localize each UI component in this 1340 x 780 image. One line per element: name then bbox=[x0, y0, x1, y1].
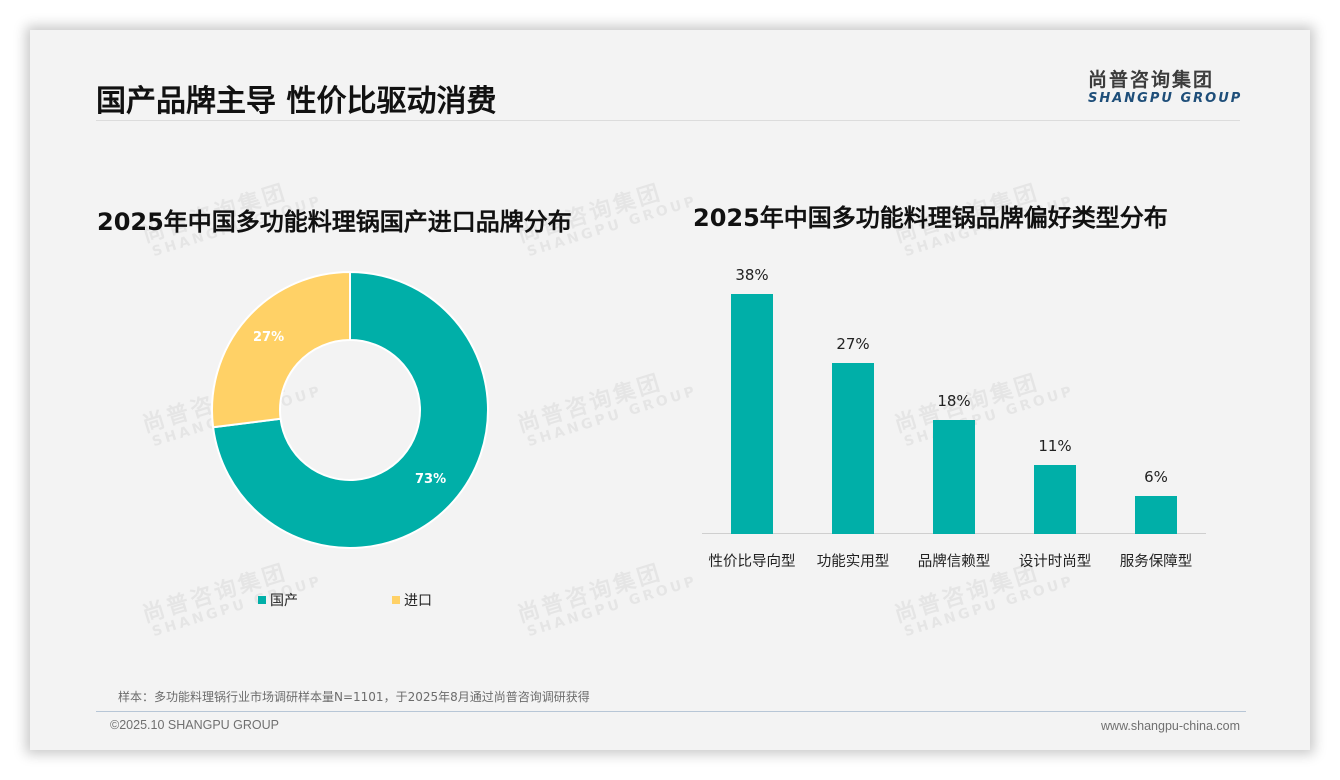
bar bbox=[933, 420, 975, 534]
logo-text-cn: 尚普咨询集团 bbox=[1088, 69, 1215, 91]
legend-label-import: 进口 bbox=[404, 593, 432, 609]
donut-slice bbox=[211, 270, 351, 429]
donut-slice bbox=[211, 270, 489, 549]
donut-chart: 73% 27% bbox=[210, 270, 490, 550]
bar-value-label: 27% bbox=[836, 335, 870, 354]
donut-chart-graphic bbox=[211, 270, 489, 549]
legend-item-import: 进口 bbox=[392, 590, 432, 610]
logo-text-en: SHANGPU GROUP bbox=[1088, 91, 1243, 106]
footer-divider bbox=[96, 711, 1246, 712]
bar-category-label: 设计时尚型 bbox=[1018, 554, 1092, 570]
footer-copyright: ©2025.10 SHANGPU GROUP bbox=[110, 718, 279, 732]
page-title: 国产品牌主导 性价比驱动消费 bbox=[96, 84, 497, 119]
bar-value-label: 18% bbox=[937, 392, 971, 411]
bar bbox=[731, 294, 773, 534]
bar-value-label: 11% bbox=[1038, 436, 1072, 455]
bar-category-label: 服务保障型 bbox=[1119, 554, 1193, 570]
sample-note: 样本：多功能料理锅行业市场调研样本量N=1101，于2025年8月通过尚普咨询调… bbox=[118, 690, 590, 704]
footer-website: www.shangpu-china.com bbox=[1101, 719, 1240, 733]
bar-category-label: 性价比导向型 bbox=[708, 554, 796, 570]
company-logo: 尚普咨询集团 SHANGPU GROUP bbox=[1088, 65, 1242, 106]
slide: 尚普咨询集团 SHANGPU GROUP 尚普咨询集团 SHANGPU GROUP … bbox=[30, 30, 1310, 750]
donut-label-import: 27% bbox=[252, 329, 285, 345]
bar-value-label: 38% bbox=[735, 266, 769, 284]
donut-label-domestic: 73% bbox=[415, 472, 447, 488]
legend-item-domestic: 国产 bbox=[258, 590, 298, 610]
bar bbox=[1034, 464, 1076, 534]
bar-chart-title: 2025年中国多功能料理锅品牌偏好类型分布 bbox=[693, 204, 1168, 232]
bar-value-label: 6% bbox=[1144, 468, 1168, 487]
legend-label-domestic: 国产 bbox=[270, 593, 298, 609]
bar-chart: 38% 性价比导向型 27% 功能实用型 18% 品牌信赖型 11% 设计时尚型 6% 服务保障型 bbox=[702, 260, 1206, 580]
bar bbox=[832, 363, 874, 534]
bar bbox=[1135, 496, 1177, 534]
bar-category-label: 功能实用型 bbox=[816, 554, 890, 570]
legend-swatch-import bbox=[392, 596, 400, 604]
title-divider bbox=[96, 120, 1240, 121]
legend-swatch-domestic bbox=[258, 596, 266, 604]
bar-category-label: 品牌信赖型 bbox=[917, 554, 991, 570]
donut-chart-title: 2025年中国多功能料理锅国产进口品牌分布 bbox=[97, 208, 572, 236]
